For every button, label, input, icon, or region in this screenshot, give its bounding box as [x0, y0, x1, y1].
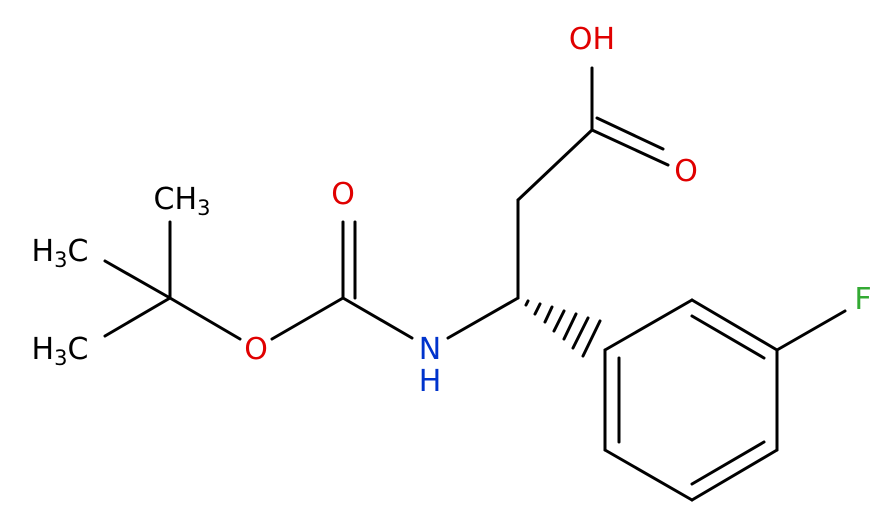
atom-label: OH	[569, 22, 615, 57]
atom-label: O	[674, 154, 698, 189]
atom-label: H3C	[32, 234, 89, 273]
atom-text: H	[419, 364, 442, 399]
atom-label: O	[331, 177, 355, 212]
subscript: 3	[54, 248, 67, 272]
atom-text: H	[32, 332, 55, 367]
atom-text: CH	[154, 182, 198, 217]
atom-text: N	[419, 332, 441, 367]
subscript: 3	[197, 196, 210, 220]
bonds	[103, 66, 847, 502]
atom-text: O	[674, 154, 698, 189]
atom-text: C	[67, 234, 88, 269]
atom-text: F	[854, 282, 871, 317]
atom-label: F	[854, 282, 871, 317]
hashed-wedge	[524, 299, 602, 358]
subscript: 3	[54, 346, 67, 370]
atom-text: C	[67, 332, 88, 367]
atom-label: CH3	[154, 182, 211, 221]
atom-label: N	[419, 332, 441, 367]
atom-label: H	[419, 364, 442, 399]
atom-text: O	[331, 177, 355, 212]
atom-text: O	[244, 332, 268, 367]
atom-label: O	[244, 332, 268, 367]
atom-text: OH	[569, 22, 615, 57]
atom-label: H3C	[32, 332, 89, 371]
atom-text: H	[32, 234, 55, 269]
